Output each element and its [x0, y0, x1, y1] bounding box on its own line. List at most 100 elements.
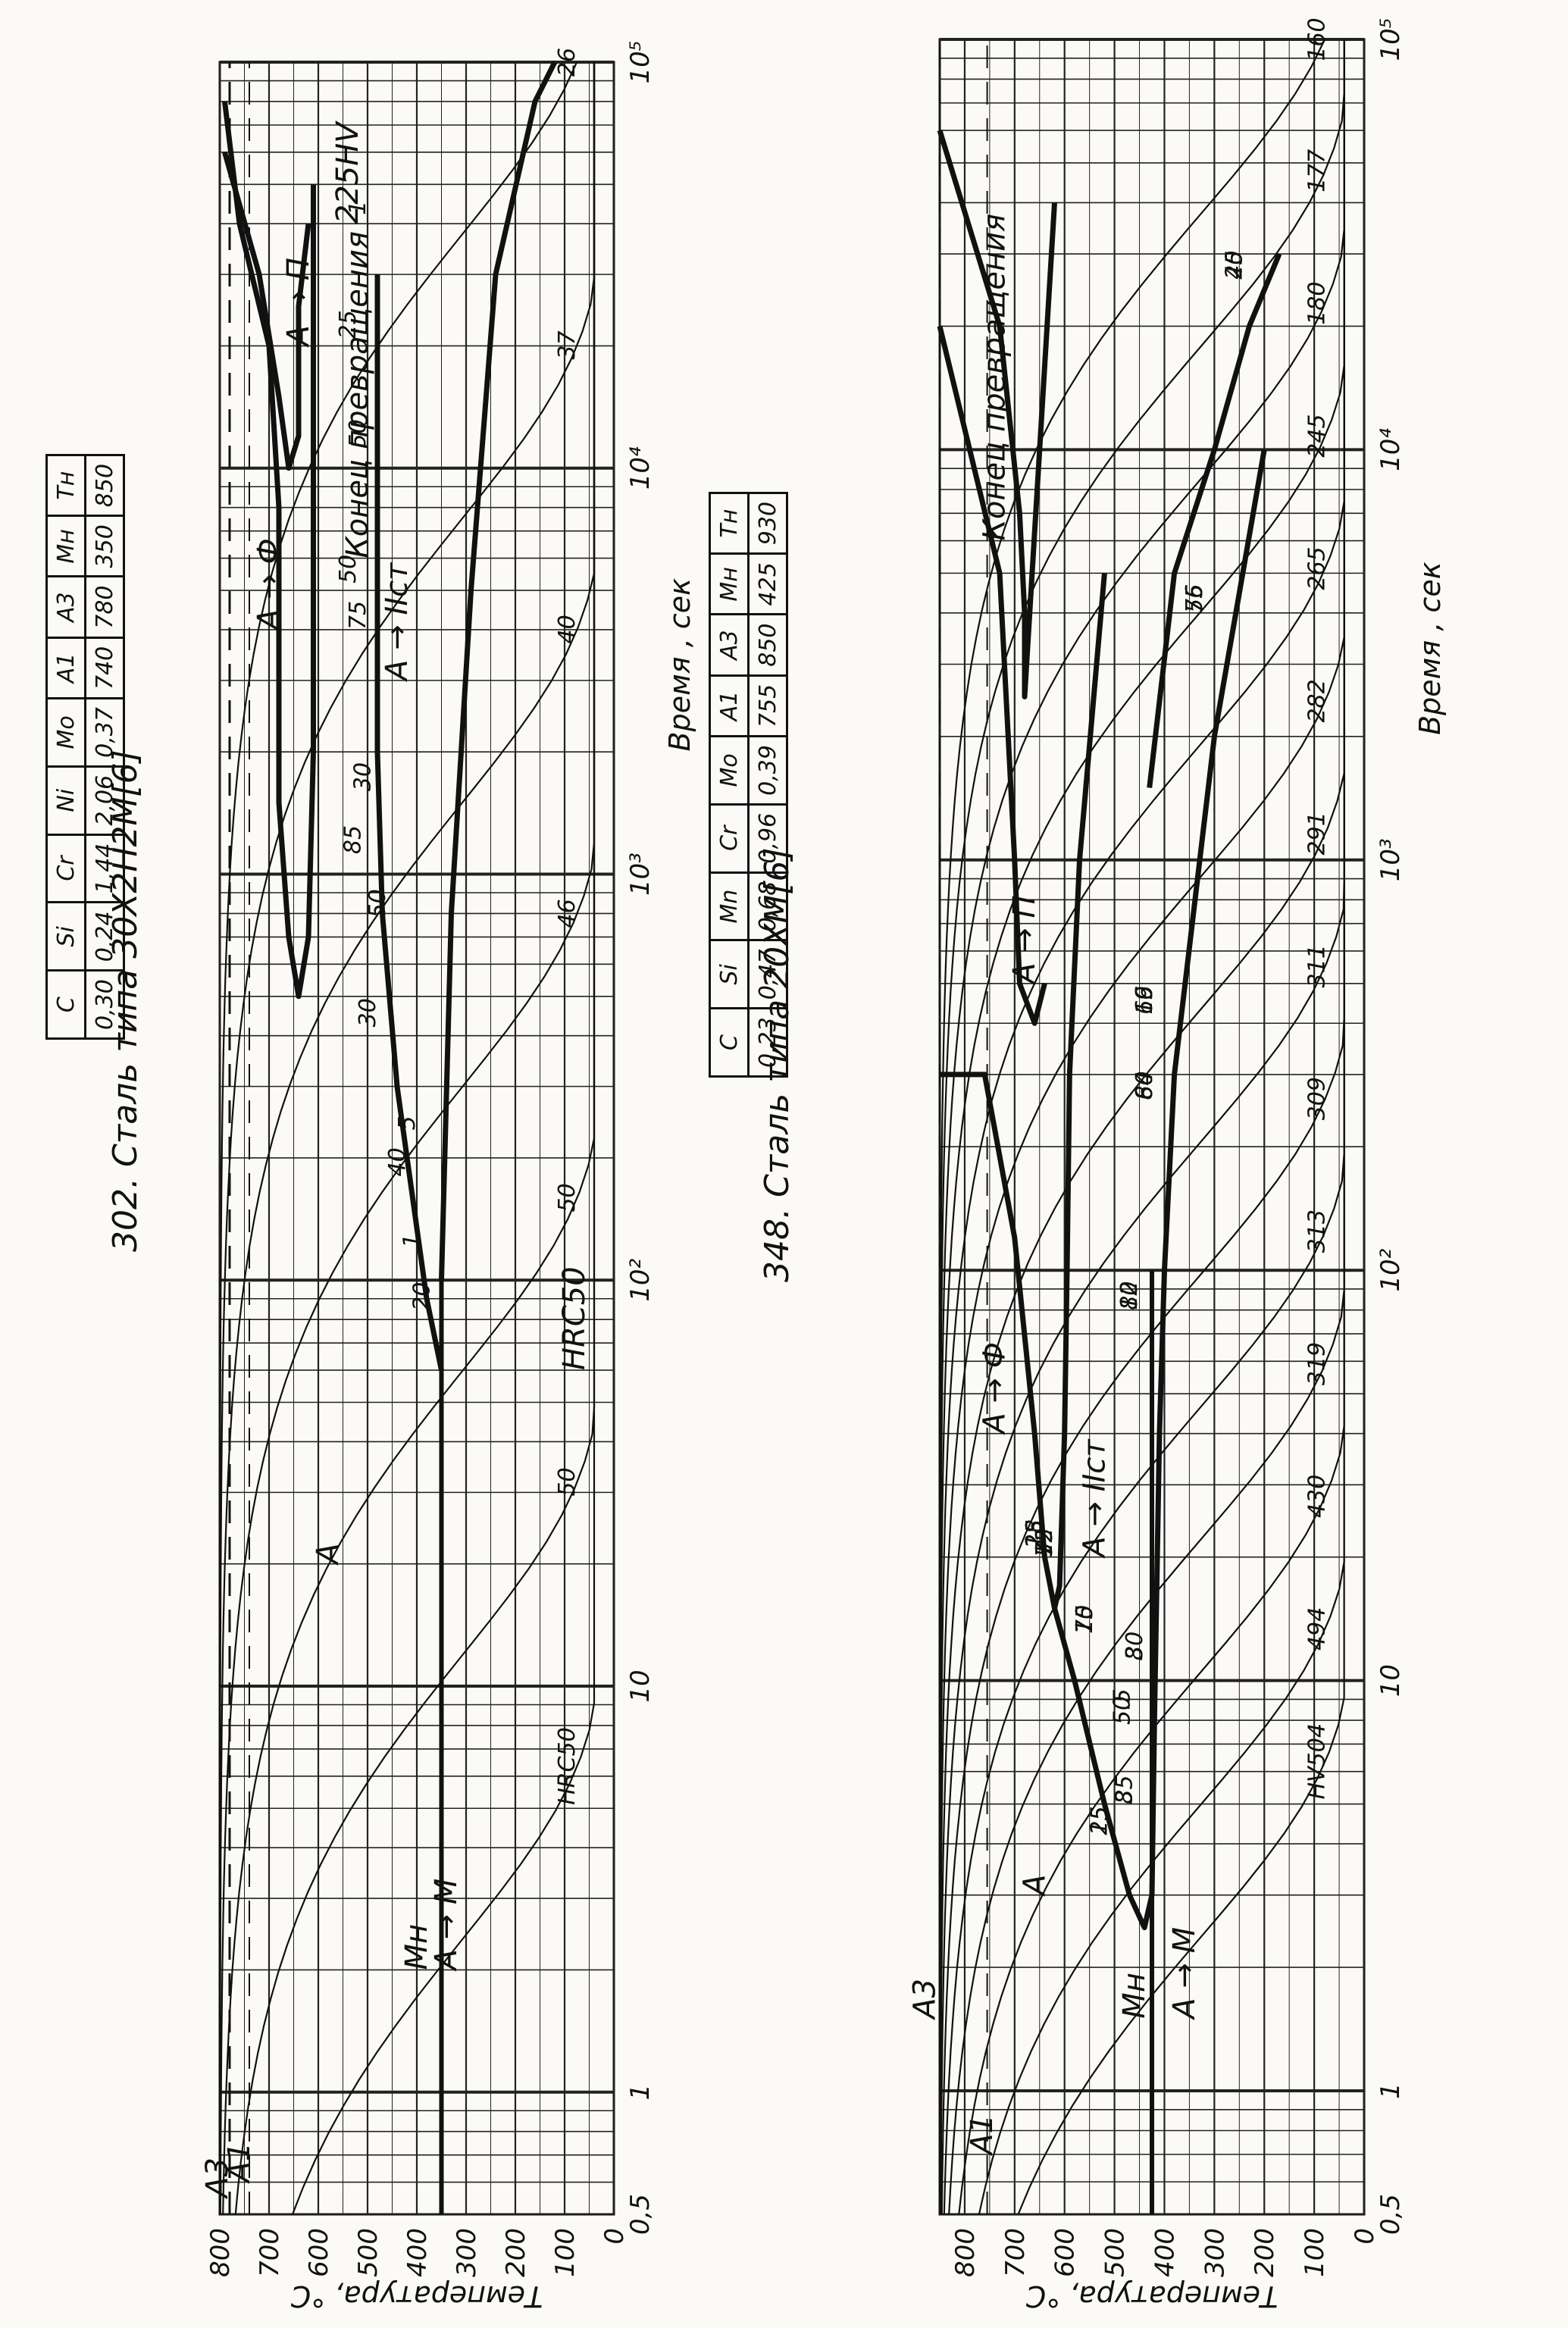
region-label: Mн [399, 1924, 434, 1970]
percent-label: 50 [335, 555, 361, 584]
hardness-label: 311 [1304, 944, 1330, 987]
cooling-curve [938, 39, 1326, 2214]
y-tick-label: 0 [599, 2228, 630, 2245]
ferrite-start-curve [940, 573, 1107, 1611]
percent-label: 50 [345, 419, 371, 448]
percent-label: 56 [1181, 584, 1208, 613]
x-tick-label: 10 [1376, 1664, 1406, 1697]
percent-label: 40 [384, 1147, 411, 1176]
end-transformation-curve [1147, 252, 1282, 788]
x-tick-label: 1 [1376, 2082, 1406, 2099]
pearlite-start-curve [937, 325, 1047, 1026]
percent-label: 5 [1031, 1543, 1058, 1557]
region-label: Конец превращения [340, 231, 375, 559]
percent-label: 10 [1116, 1281, 1143, 1310]
percent-label: 25 [335, 310, 361, 339]
y-tick-label: 300 [452, 2228, 482, 2277]
hardness-label: 160 [1304, 17, 1330, 61]
cct-chart-302: 0 100 200 300 400 500 600 700 800 0,5 1 10 10² 10³ 10⁴… [200, 41, 696, 2313]
percent-label: 75 [1072, 1605, 1098, 1634]
y-tick-label: 800 [950, 2228, 981, 2277]
percent-label: 80 [1131, 1071, 1158, 1100]
region-label: A → M [1167, 1927, 1202, 2021]
region-label: A → Ф [252, 538, 286, 632]
hardness-label: 309 [1304, 1077, 1330, 1120]
percent-label: 16 [1131, 986, 1158, 1015]
percent-label: 8 [1112, 1790, 1138, 1804]
region-label: A → П [281, 258, 316, 348]
hardness-label: 50 [554, 1183, 581, 1212]
chart-panel-302: 302. Сталь типа 30Х2Н2М[6] C Si Cr Ni Mo… [0, 0, 758, 2328]
x-tick-label: 0,5 [1376, 2194, 1406, 2235]
hardness-label: 494 [1304, 1607, 1330, 1651]
cooling-curve [234, 62, 596, 2215]
region-label: 225HV [330, 120, 365, 224]
y-tick-label: 800 [205, 2228, 236, 2277]
y-tick-label: 200 [1250, 2228, 1280, 2277]
cct-chart-348: 0 100 200 300 400 500 600 700 800 0,5 1 10 10² 10³ 10⁴… [907, 17, 1447, 2313]
region-label: HRC50 [557, 1266, 592, 1370]
hardness-label: 430 [1304, 1475, 1330, 1518]
hardness-label: 46 [554, 899, 581, 928]
percent-label: 10 [1072, 1605, 1098, 1634]
percent-label: 64 [1131, 1071, 1158, 1100]
end-transformation-curve [439, 61, 558, 1281]
hardness-label: HRC50 [554, 1727, 581, 1805]
percent-label: 30 [349, 762, 376, 791]
percent-label: 25 [1022, 1519, 1048, 1548]
y-tick-label: 200 [501, 2228, 531, 2277]
comp-header: Si [709, 940, 749, 1009]
x-tick-label: 10⁴ [625, 446, 656, 490]
hardness-label: 26 [554, 48, 581, 77]
y-tick-label: 500 [353, 2228, 383, 2277]
x-tick-label: 10³ [625, 853, 656, 896]
percent-label: 69 [1131, 986, 1158, 1015]
y-tick-label: 500 [1100, 2228, 1131, 2277]
y-tick-label: 600 [304, 2228, 334, 2277]
cooling-curve [218, 61, 578, 2214]
percent-label: 2 [1022, 1534, 1048, 1548]
region-label: A [1017, 1874, 1052, 1897]
percent-label: 82 [1116, 1281, 1143, 1310]
comp-header: Tн [709, 493, 749, 554]
region-label: A → П [1007, 895, 1042, 985]
y-tick-label: 0 [1350, 2228, 1380, 2245]
region-label: A3 [200, 2157, 235, 2200]
y-axis-label: Температура, °С [290, 2280, 543, 2313]
region-label: A → Ф [978, 1342, 1012, 1436]
hardness-label: 282 [1304, 679, 1330, 722]
percent-label: 75 [345, 601, 371, 630]
x-tick-label: 0,5 [625, 2194, 656, 2235]
y-tick-label: 100 [1300, 2228, 1330, 2277]
comp-header: A1 [709, 675, 749, 737]
pearlite-start-curve [222, 151, 311, 471]
percent-label: 5 [394, 1116, 421, 1130]
hardness-label: 37 [554, 330, 581, 359]
x-tick-label: 1 [625, 2084, 656, 2101]
comp-header: Mн [709, 553, 749, 615]
hardness-label: 313 [1304, 1209, 1330, 1253]
y-tick-label: 100 [550, 2228, 581, 2277]
percent-label: 35 [1112, 1775, 1138, 1804]
x-tick-label: 10² [625, 1258, 656, 1301]
x-tick-label: 10 [625, 1669, 656, 1702]
pearlite-end-curve [937, 130, 1057, 699]
hardness-label: HV504 [1304, 1723, 1330, 1799]
percent-label: 25 [1087, 1806, 1113, 1835]
hardness-label: 180 [1304, 282, 1330, 325]
y-tick-label: 600 [1050, 2228, 1081, 2277]
comp-header: Mo [709, 736, 749, 805]
x-tick-label: 10³ [1376, 838, 1406, 881]
percent-label: 30 [355, 998, 381, 1027]
percent-label: 15 [1087, 1806, 1113, 1835]
y-tick-label: 300 [1200, 2228, 1230, 2277]
x-tick-label: 10² [1376, 1248, 1406, 1291]
hardness-label: 40 [554, 615, 581, 643]
hardness-label: 177 [1304, 149, 1330, 192]
region-label: A [311, 1543, 346, 1566]
x-tick-label: 10⁵ [1376, 18, 1406, 61]
region-label: Mн [1117, 1973, 1152, 2019]
region-label: A → M [429, 1879, 464, 1973]
percent-label: 5.5 [1109, 1688, 1135, 1725]
